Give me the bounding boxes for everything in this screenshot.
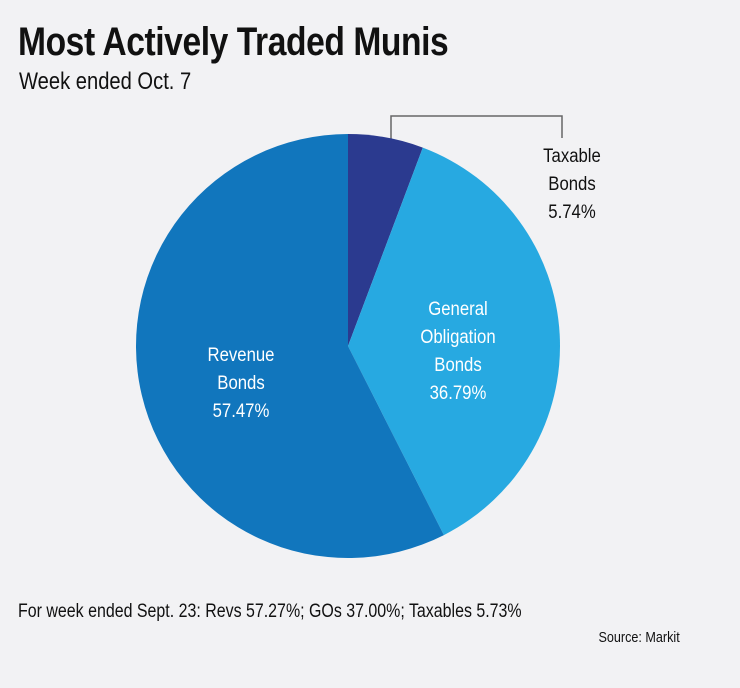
footnote: For week ended Sept. 23: Revs 57.27%; GO…	[18, 601, 522, 622]
slice-category: Revenue Bonds	[207, 344, 275, 394]
slice-value: 5.74%	[548, 202, 596, 223]
slice-category: General Obligation Bonds	[420, 299, 496, 376]
chart-title: Most Actively Traded Munis	[18, 20, 449, 64]
pie-slice	[348, 147, 560, 536]
slice-value: 57.47%	[212, 400, 270, 422]
slice-label: Taxable Bonds 5.74%	[543, 143, 601, 227]
slice-value: 36.79%	[429, 383, 487, 404]
leader-line	[390, 115, 563, 140]
slice-label: General Obligation Bonds 36.79%	[420, 296, 495, 408]
slice-label: Revenue Bonds 57.47%	[207, 342, 274, 426]
chart-subtitle: Week ended Oct. 7	[19, 68, 192, 95]
source: Source: Markit	[598, 629, 680, 646]
pie-slice	[136, 134, 444, 558]
slice-category: Taxable Bonds	[543, 146, 601, 195]
pie-slice	[348, 134, 423, 346]
